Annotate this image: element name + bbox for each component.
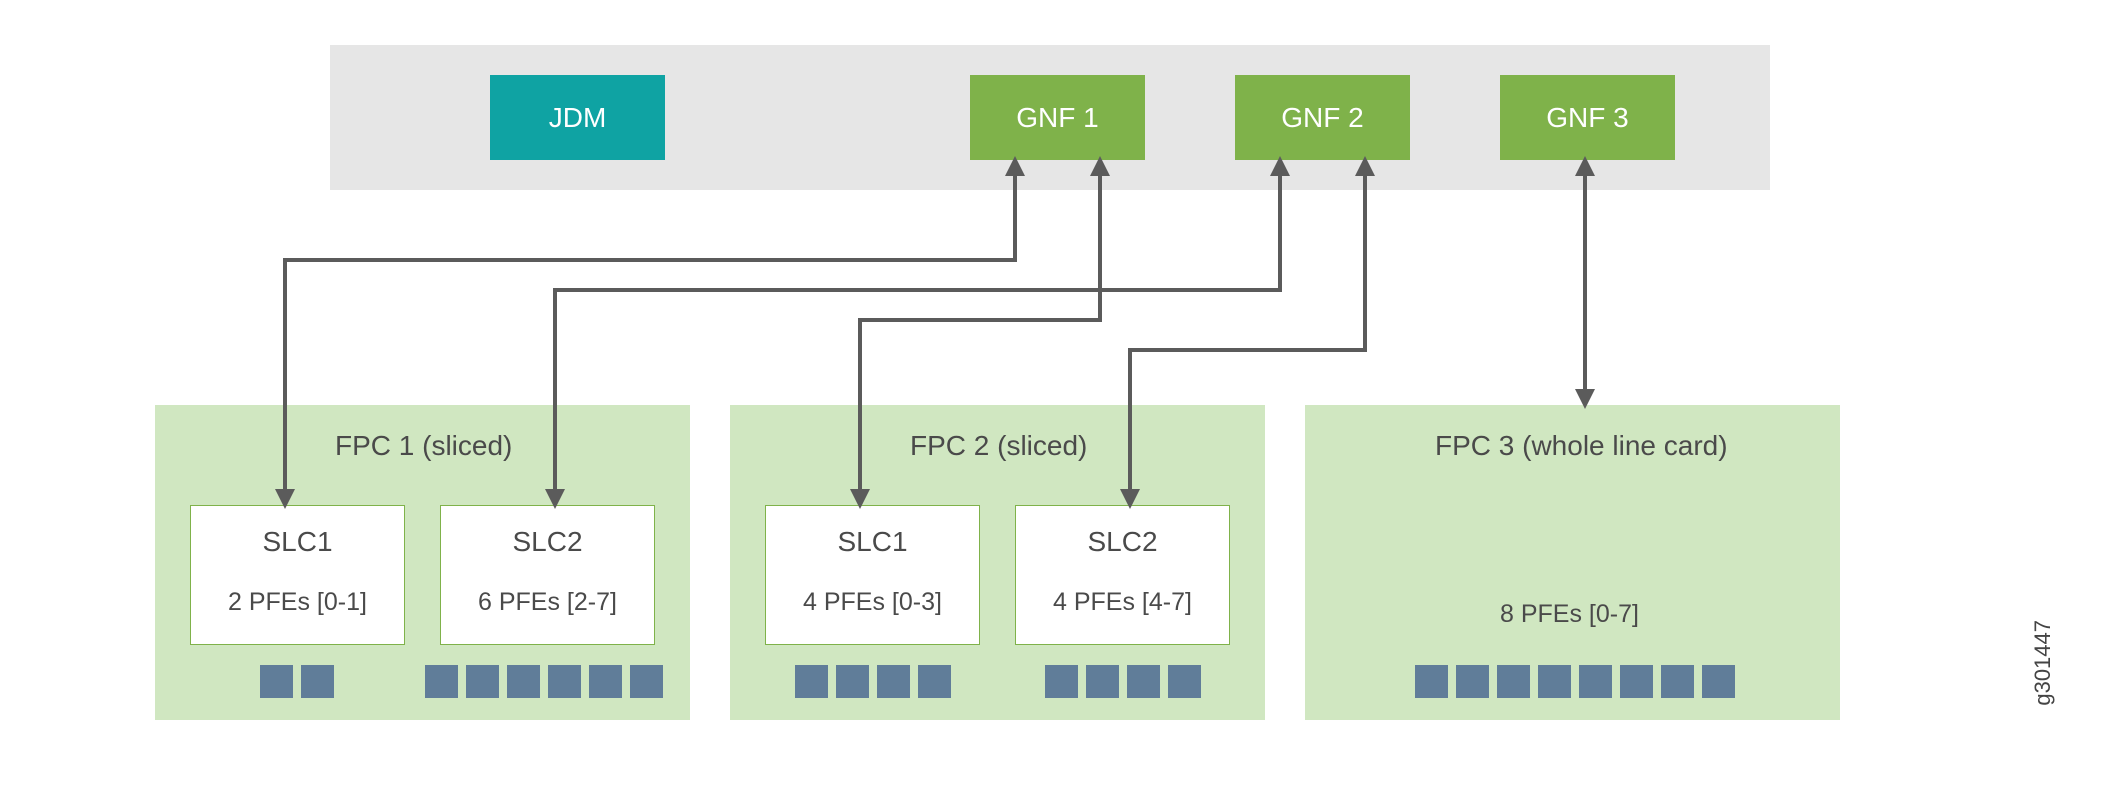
fpc3-squares: [1415, 665, 1735, 698]
jdm-box: JDM: [490, 75, 665, 160]
pfe-square: [918, 665, 951, 698]
fpc3-pfe-text: 8 PFEs [0-7]: [1500, 600, 1639, 629]
fpc2-slc1-squares: [795, 665, 951, 698]
gnf2-label: GNF 2: [1281, 102, 1363, 134]
pfe-square: [795, 665, 828, 698]
gnf3-box: GNF 3: [1500, 75, 1675, 160]
fpc2-panel: FPC 2 (sliced) SLC1 4 PFEs [0-3] SLC2 4 …: [730, 405, 1265, 720]
pfe-square: [548, 665, 581, 698]
pfe-square: [1620, 665, 1653, 698]
diagram-root: JDM GNF 1 GNF 2 GNF 3 FPC 1 (sliced) SLC…: [0, 0, 2101, 811]
fpc2-slc2-pfe: 4 PFEs [4-7]: [1016, 588, 1229, 617]
pfe-square: [1497, 665, 1530, 698]
pfe-square: [1086, 665, 1119, 698]
fpc1-slc1-name: SLC1: [191, 526, 404, 558]
fpc1-title: FPC 1 (sliced): [335, 430, 512, 462]
fpc1-slc1-squares: [260, 665, 334, 698]
gnf1-label: GNF 1: [1016, 102, 1098, 134]
pfe-square: [507, 665, 540, 698]
fpc2-slc1-name: SLC1: [766, 526, 979, 558]
pfe-square: [1702, 665, 1735, 698]
diagram-id: g301447: [2030, 620, 2056, 706]
fpc2-slc1-pfe: 4 PFEs [0-3]: [766, 588, 979, 617]
fpc1-slc2-name: SLC2: [441, 526, 654, 558]
pfe-square: [630, 665, 663, 698]
pfe-square: [260, 665, 293, 698]
fpc1-slc1: SLC1 2 PFEs [0-1]: [190, 505, 405, 645]
pfe-square: [425, 665, 458, 698]
pfe-square: [1168, 665, 1201, 698]
pfe-square: [301, 665, 334, 698]
pfe-square: [1045, 665, 1078, 698]
fpc3-title: FPC 3 (whole line card): [1435, 430, 1728, 462]
pfe-square: [466, 665, 499, 698]
pfe-square: [1127, 665, 1160, 698]
fpc1-slc1-pfe: 2 PFEs [0-1]: [191, 588, 404, 617]
pfe-square: [1538, 665, 1571, 698]
pfe-square: [589, 665, 622, 698]
pfe-square: [1456, 665, 1489, 698]
fpc2-slc2-squares: [1045, 665, 1201, 698]
pfe-square: [1579, 665, 1612, 698]
gnf1-box: GNF 1: [970, 75, 1145, 160]
fpc2-slc2-name: SLC2: [1016, 526, 1229, 558]
fpc1-slc2-pfe: 6 PFEs [2-7]: [441, 588, 654, 617]
jdm-label: JDM: [549, 102, 607, 134]
pfe-square: [877, 665, 910, 698]
fpc1-slc2: SLC2 6 PFEs [2-7]: [440, 505, 655, 645]
gnf2-box: GNF 2: [1235, 75, 1410, 160]
fpc2-slc2: SLC2 4 PFEs [4-7]: [1015, 505, 1230, 645]
fpc1-slc2-squares: [425, 665, 663, 698]
gnf3-label: GNF 3: [1546, 102, 1628, 134]
fpc2-title: FPC 2 (sliced): [910, 430, 1087, 462]
fpc2-slc1: SLC1 4 PFEs [0-3]: [765, 505, 980, 645]
fpc3-panel: FPC 3 (whole line card) 8 PFEs [0-7]: [1305, 405, 1840, 720]
pfe-square: [836, 665, 869, 698]
pfe-square: [1661, 665, 1694, 698]
fpc1-panel: FPC 1 (sliced) SLC1 2 PFEs [0-1] SLC2 6 …: [155, 405, 690, 720]
pfe-square: [1415, 665, 1448, 698]
